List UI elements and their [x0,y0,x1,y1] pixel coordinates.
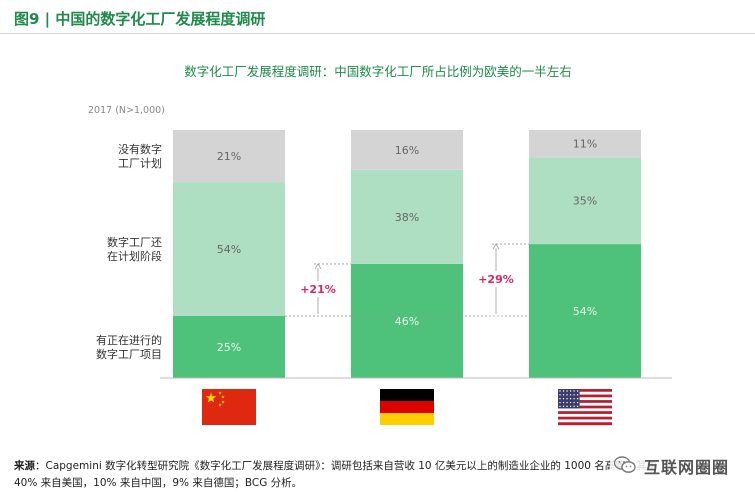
bar-segment-2-1 [351,130,463,170]
flags-group [202,389,612,426]
bar-segment-1-0 [173,182,285,316]
bar-segment-1-1 [351,169,463,264]
china-flag [202,389,256,425]
row-label-line: 有正在进行的 [96,333,162,347]
annotation-label: +29% [478,273,514,286]
bar-segment-1-2 [529,157,641,245]
value-label: 35% [573,195,597,208]
annotation-arrowhead [314,263,322,270]
annotation-label: +21% [300,283,336,296]
row-label-line: 数字工厂还 [107,235,162,249]
value-label: 25% [217,341,241,354]
source-label: 来源 [14,460,35,472]
value-label: 21% [217,150,241,163]
bar-segment-0-0 [173,316,285,378]
annotation-label-bg [478,271,514,288]
sample-note: 2017 (N>1,000) [88,105,165,116]
value-label: 38% [395,211,419,224]
row-label-line: 没有数字 [118,142,162,156]
stacked-bar-chart: 数字化工厂发展程度调研：中国数字化工厂所占比例为欧美的一半左右 2017 (N>… [88,64,672,426]
source-note: 来源：Capgemini 数字化转型研究院《数字化工厂发展程度调研》：调研包括来… [14,458,754,492]
row-label-line: 工厂计划 [118,157,162,170]
source-text: ：Capgemini 数字化转型研究院《数字化工厂发展程度调研》：调研包括来自营… [35,460,658,472]
bar-segment-2-0 [173,130,285,183]
chart-title: 数字化工厂发展程度调研：中国数字化工厂所占比例为欧美的一半左右 [184,64,572,79]
watermark-text: 互联网圈圈 [644,458,730,477]
value-label: 54% [573,305,597,318]
bar-segment-2-2 [529,130,641,158]
bar-segment-0-1 [351,263,463,378]
title-rule [0,33,755,34]
source-text-2: 40% 来自美国，10% 来自中国，9% 来自德国；BCG 分析。 [14,477,303,489]
row-label-line: 数字工厂项目 [96,347,162,361]
value-labels-group: 25% 46% 54% 54% 38% 35% 21% 16% 11% [217,138,597,354]
bars-group [173,130,641,378]
row-label-line: 在计划阶段 [107,249,162,263]
bar-segment-0-2 [529,244,641,378]
usa-flag [558,389,612,426]
annotation-arrowhead [492,243,500,250]
chart: 数字化工厂发展程度调研：中国数字化工厂所占比例为欧美的一半左右 2017 (N>… [0,50,755,454]
wechat-icon [614,456,636,473]
value-label: 46% [395,315,419,328]
value-label: 16% [395,144,419,157]
annotations-group: +21% +29% [285,243,529,317]
germany-flag [380,389,434,425]
value-label: 11% [573,138,597,151]
watermark: 互联网圈圈 [610,452,755,478]
figure-title: 图9 | 中国的数字化工厂发展程度调研 [14,10,266,28]
value-label: 54% [217,243,241,256]
annotation-label-bg [300,280,336,297]
